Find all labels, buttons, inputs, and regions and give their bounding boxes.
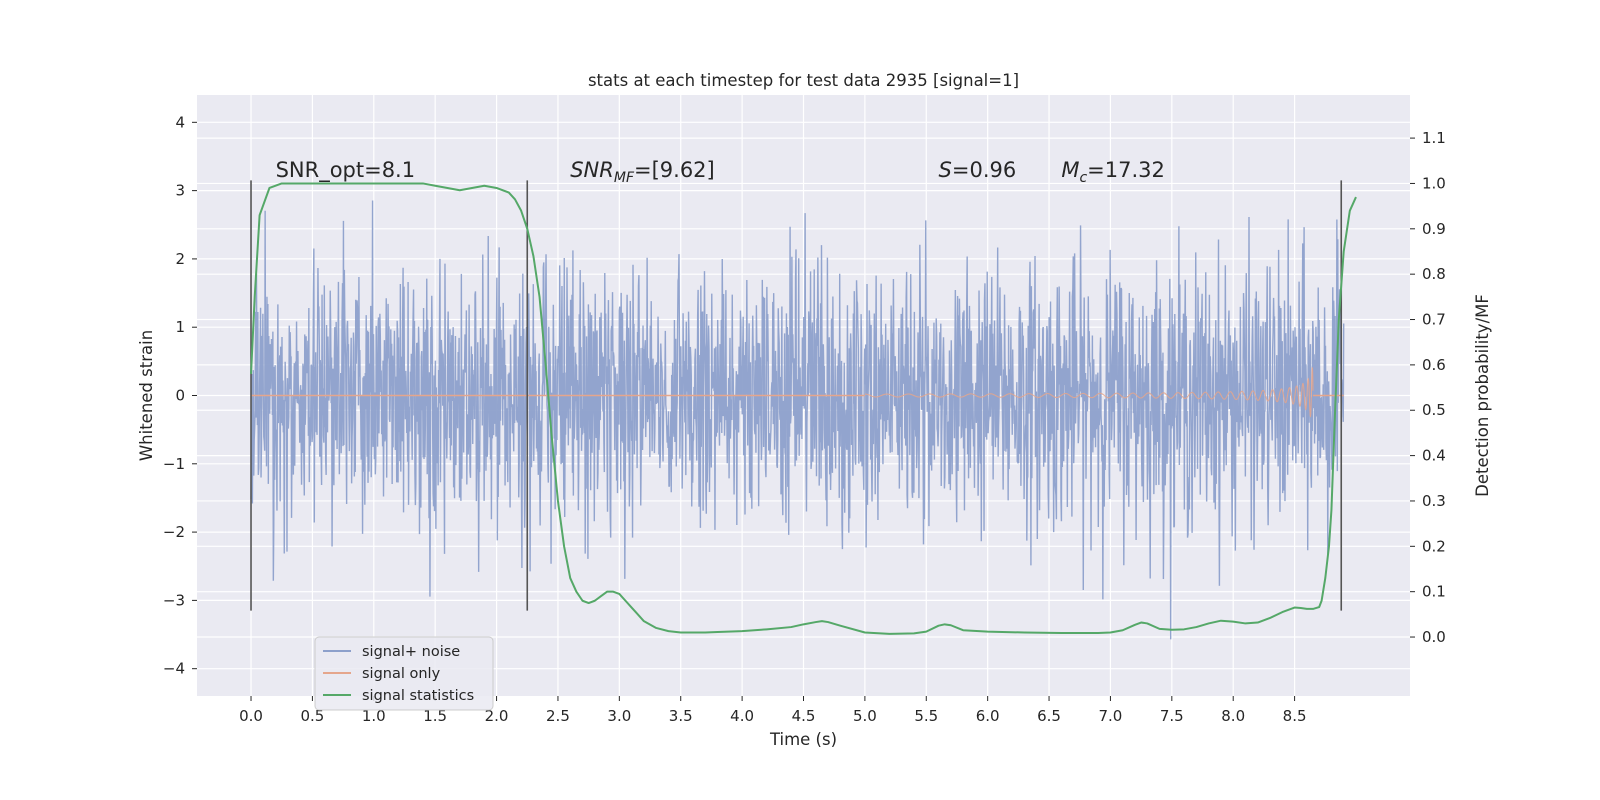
annotations: SNR_opt=8.1 SNRMF=[9.62] S=0.96 Mc=17.32 [276, 158, 1165, 186]
annotation-subscript: c [1079, 170, 1087, 186]
x-tick-label: 3.0 [607, 707, 631, 725]
legend-label-signal-statistics: signal statistics [362, 688, 474, 704]
y-right-tick-label: 0.4 [1422, 447, 1446, 465]
annotation-main: SNR [570, 158, 614, 182]
y-right-tick-label: 0.8 [1422, 265, 1446, 283]
x-tick-label: 8.0 [1221, 707, 1245, 725]
y-right-tick-label: 0.5 [1422, 401, 1446, 419]
annotation-text: S=0.96 [939, 158, 1017, 182]
annotation-main: M [1061, 158, 1079, 182]
vertical-markers [250, 180, 1343, 611]
y-axis-left-label: Whitened strain [137, 330, 156, 461]
annotation-value: =17.32 [1087, 158, 1165, 182]
signal-noise-line [250, 200, 1345, 640]
annotation-value: =[9.62] [634, 158, 715, 182]
x-tick-label: 2.5 [546, 707, 570, 725]
series-signal-noise [250, 200, 1345, 640]
x-tick-label: 4.5 [792, 707, 816, 725]
x-tick-label: 5.5 [914, 707, 938, 725]
y-left-tick-label: 2 [175, 250, 185, 268]
x-tick-label: 6.5 [1037, 707, 1061, 725]
y-left-tick-label: 4 [175, 113, 185, 131]
y-left-tick-label: 1 [175, 318, 185, 336]
x-axis-label: Time (s) [769, 730, 837, 749]
annotation-text: SNRMF=[9.62] [570, 158, 715, 186]
x-tick-label: 2.0 [485, 707, 509, 725]
y-right-tick-label: 0.6 [1422, 356, 1446, 374]
x-tick-label: 3.5 [669, 707, 693, 725]
x-tick-label: 1.5 [423, 707, 447, 725]
x-tick-label: 1.0 [362, 707, 386, 725]
y-right-tick-label: 0.0 [1422, 628, 1446, 646]
y-right-tick-label: 0.2 [1422, 537, 1446, 555]
x-tick-label: 8.5 [1283, 707, 1307, 725]
y-left-tick-label: −4 [163, 660, 185, 678]
series-signal-only [251, 366, 1344, 418]
y-right-tick-label: 0.1 [1422, 583, 1446, 601]
x-tick-label: 7.5 [1160, 707, 1184, 725]
x-tick-label: 0.5 [300, 707, 324, 725]
y-left-tick-label: −2 [163, 523, 185, 541]
x-tick-label: 6.0 [976, 707, 1000, 725]
y-right-tick-label: 0.3 [1422, 492, 1446, 510]
ticks: 0.0 0.5 1.0 1.5 2.0 2.5 3.0 3.5 4.0 4.5 5.0 5.5 6.0 6… [163, 113, 1446, 725]
y-right-tick-label: 0.7 [1422, 311, 1446, 329]
y-left-tick-label: −1 [163, 455, 185, 473]
y-left-tick-label: 0 [175, 387, 185, 405]
y-right-tick-label: 1.0 [1422, 174, 1446, 192]
signal-only-line [864, 366, 1314, 418]
signal-statistics-line [250, 182, 1357, 635]
annotation-text: SNR_opt=8.1 [276, 158, 416, 183]
legend-label-signal-noise: signal+ noise [362, 644, 460, 660]
annotation-main: S [939, 158, 952, 182]
x-tick-label: 0.0 [239, 707, 263, 725]
series-signal-statistics [250, 182, 1357, 635]
annotation-subscript: MF [614, 170, 635, 186]
x-tick-label: 4.0 [730, 707, 754, 725]
x-tick-label: 7.0 [1099, 707, 1123, 725]
chart-title: stats at each timestep for test data 293… [588, 71, 1019, 90]
y-left-tick-label: −3 [163, 591, 185, 609]
legend: signal+ noise signal only signal statist… [314, 636, 494, 711]
y-left-tick-label: 3 [175, 182, 185, 200]
legend-label-signal-only: signal only [362, 666, 441, 682]
y-right-tick-label: 1.1 [1422, 129, 1446, 147]
y-right-tick-label: 0.9 [1422, 220, 1446, 238]
legend-box [314, 636, 494, 711]
annotation-text: Mc=17.32 [1061, 158, 1165, 186]
y-axis-right-label: Detection probability/MF [1473, 294, 1492, 497]
x-tick-label: 5.0 [853, 707, 877, 725]
annotation-value: =0.96 [952, 158, 1016, 182]
